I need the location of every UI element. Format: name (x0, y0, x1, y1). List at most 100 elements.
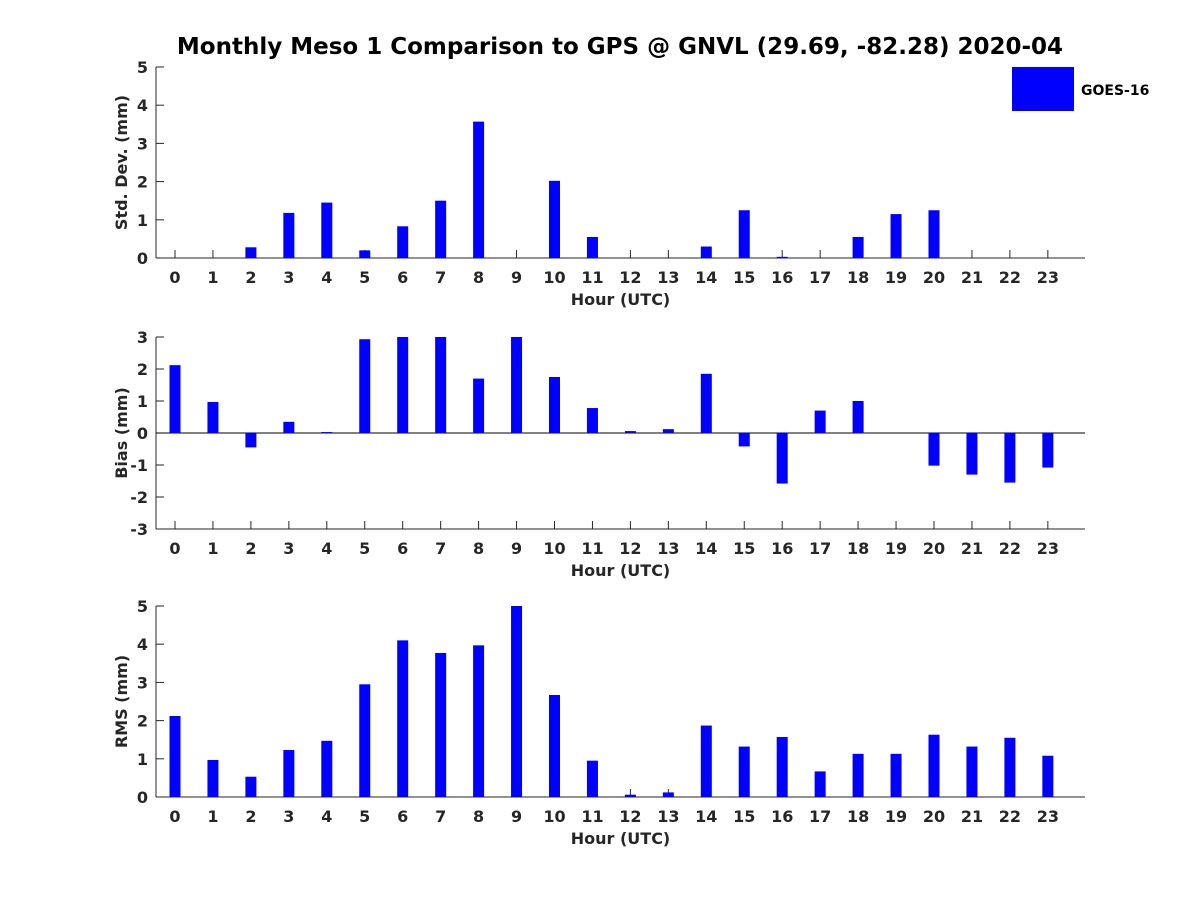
bias-bar (814, 410, 826, 433)
rms-x-tick-label: 9 (511, 807, 522, 826)
rms-bar (966, 746, 978, 797)
rms-bar (321, 740, 333, 797)
stddev-bar (321, 202, 333, 258)
stddev-x-tick-label: 7 (435, 268, 446, 287)
rms-y-tick-label: 0 (137, 788, 148, 807)
rms-x-tick-label: 17 (809, 807, 831, 826)
bias-x-tick-label: 19 (885, 539, 907, 558)
bias-bar (966, 433, 978, 475)
rms-y-tick-label: 5 (137, 597, 148, 616)
rms-bar (814, 771, 826, 797)
bias-x-tick-label: 8 (473, 539, 484, 558)
rms-x-tick-label: 4 (321, 807, 332, 826)
bias-x-tick-label: 1 (207, 539, 218, 558)
bias-bar (549, 377, 560, 433)
bias-y-tick-label: -3 (130, 520, 148, 539)
bias-y-tick-label: -1 (130, 456, 148, 475)
bias-x-tick-label: 23 (1037, 539, 1059, 558)
rms-bar (473, 645, 485, 797)
rms-x-axis-label: Hour (UTC) (571, 829, 671, 848)
rms-bar (169, 716, 181, 797)
stddev-x-tick-label: 11 (581, 268, 603, 287)
rms-bar (435, 652, 447, 797)
stddev-bar (397, 226, 409, 258)
bias-bar (738, 433, 750, 447)
rms-x-tick-label: 23 (1037, 807, 1059, 826)
rms-bar (283, 750, 295, 797)
stddev-x-tick-label: 9 (511, 268, 522, 287)
stddev-x-tick-label: 4 (321, 268, 332, 287)
stddev-x-tick-label: 2 (245, 268, 256, 287)
stddev-x-tick-label: 21 (961, 268, 983, 287)
stddev-y-tick-label: 1 (137, 211, 148, 230)
stddev-x-tick-label: 5 (359, 268, 370, 287)
bias-x-tick-label: 17 (809, 539, 831, 558)
stddev-x-tick-label: 1 (207, 268, 218, 287)
stddev-y-tick-label: 4 (137, 96, 148, 115)
stddev-x-tick-label: 18 (847, 268, 869, 287)
rms-x-tick-label: 15 (733, 807, 755, 826)
bias-x-tick-label: 4 (321, 539, 332, 558)
stddev-x-tick-label: 16 (771, 268, 793, 287)
stddev-x-tick-label: 13 (657, 268, 679, 287)
bias-x-tick-label: 0 (169, 539, 180, 558)
rms-y-tick-label: 3 (137, 673, 148, 692)
bias-bar (435, 337, 447, 433)
stddev-x-axis-label: Hour (UTC) (571, 290, 671, 309)
bias-bar (207, 401, 219, 433)
bias-x-tick-label: 20 (923, 539, 945, 558)
bias-x-tick-label: 18 (847, 539, 869, 558)
rms-x-tick-label: 8 (473, 807, 484, 826)
bias-bar (1042, 433, 1054, 468)
rms-x-tick-label: 21 (961, 807, 983, 826)
rms-bar (738, 746, 750, 797)
bias-bar (928, 433, 940, 466)
bias-x-tick-label: 2 (245, 539, 256, 558)
rms-bar (586, 760, 598, 797)
rms-bar (397, 640, 409, 797)
stddev-bar (738, 210, 750, 258)
stddev-bar (473, 121, 485, 258)
bias-x-tick-label: 21 (961, 539, 983, 558)
stddev-x-tick-label: 8 (473, 268, 484, 287)
rms-bar (700, 725, 712, 797)
stddev-bar (245, 247, 257, 258)
bias-bar (169, 365, 181, 433)
bias-y-tick-label: 2 (137, 360, 148, 379)
bias-bar (586, 408, 598, 433)
rms-x-tick-label: 20 (923, 807, 945, 826)
stddev-y-tick-label: 3 (137, 134, 148, 153)
rms-x-tick-label: 2 (245, 807, 256, 826)
stddev-bar (700, 246, 712, 258)
bias-x-tick-label: 22 (999, 539, 1021, 558)
rms-y-tick-label: 1 (137, 750, 148, 769)
stddev-y-tick-label: 2 (137, 173, 148, 192)
rms-bar (776, 737, 788, 797)
bias-y-tick-label: -2 (130, 488, 148, 507)
rms-bar (359, 684, 371, 797)
stddev-bar (890, 214, 902, 258)
stddev-x-tick-label: 14 (695, 268, 717, 287)
stddev-bar (435, 200, 447, 258)
rms-bar (549, 695, 560, 797)
rms-x-tick-label: 16 (771, 807, 793, 826)
stddev-y-tick-label: 0 (137, 249, 148, 268)
bias-bar (397, 337, 409, 433)
stddev-bar (283, 212, 295, 258)
stddev-y-axis-label: Std. Dev. (mm) (112, 95, 131, 230)
stddev-bar (928, 210, 940, 258)
rms-y-tick-label: 4 (137, 635, 148, 654)
stddev-bar (776, 256, 788, 259)
bias-x-tick-label: 6 (397, 539, 408, 558)
stddev-x-tick-label: 6 (397, 268, 408, 287)
bias-x-tick-label: 3 (283, 539, 294, 558)
stddev-x-tick-label: 10 (543, 268, 565, 287)
bias-x-tick-label: 10 (543, 539, 565, 558)
stddev-x-tick-label: 12 (619, 268, 641, 287)
rms-x-tick-label: 3 (283, 807, 294, 826)
bias-x-tick-label: 15 (733, 539, 755, 558)
